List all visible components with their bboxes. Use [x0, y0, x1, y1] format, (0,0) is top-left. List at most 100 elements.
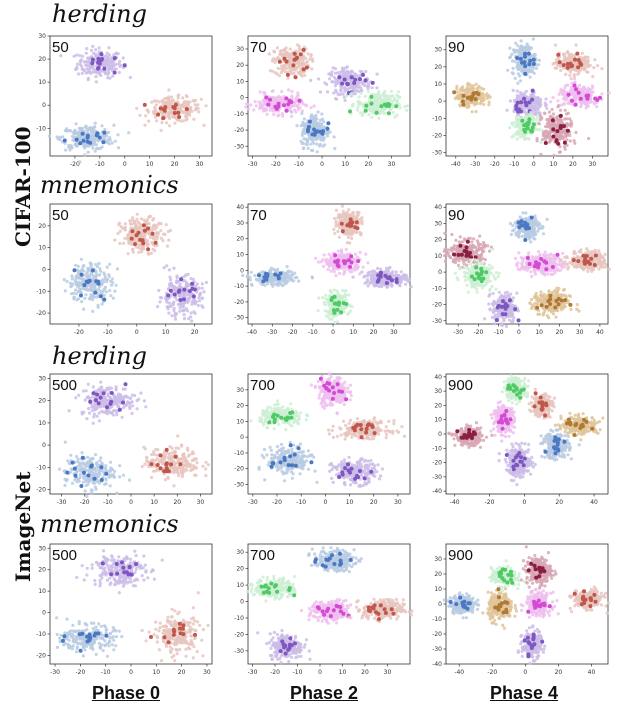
- scatter-point-green-light: [360, 113, 364, 117]
- scatter-point-blue-light: [516, 44, 520, 48]
- scatter-point-blue-light: [63, 141, 67, 145]
- y-tick-label: -30: [432, 150, 442, 157]
- scatter-point-purple-light: [317, 77, 321, 81]
- scatter-point-blue-light: [87, 144, 91, 148]
- scatter-point-red: [576, 58, 581, 63]
- scatter-point-green-light: [350, 91, 354, 95]
- scatter-point-maroon-light: [563, 145, 567, 149]
- x-tick-label: 0: [331, 329, 335, 336]
- scatter-point-red: [184, 107, 189, 112]
- scatter-point-magenta-light: [253, 100, 257, 104]
- scatter-point-red-light: [152, 99, 156, 103]
- scatter-point-blue-light: [306, 146, 310, 150]
- scatter-point-red-light: [140, 217, 144, 221]
- method-label-herding-imagenet: herding: [52, 342, 147, 370]
- scatter-point-blue-light: [100, 145, 104, 149]
- scatter-point-green-light: [378, 97, 382, 102]
- scatter-point-red-light: [559, 68, 563, 73]
- scatter-point-green-light: [534, 118, 538, 122]
- scatter-point-brown-light: [485, 94, 489, 98]
- scatter-point-purple-light: [75, 67, 79, 71]
- scatter-point-purple: [182, 287, 187, 292]
- scatter-point-purple-light: [178, 309, 182, 313]
- scatter-point-red-light: [564, 72, 568, 76]
- scatter-point-red-light: [185, 114, 189, 118]
- scatter-point-red-light: [192, 99, 196, 103]
- y-tick-label: 0: [240, 95, 244, 102]
- scatter-point-magenta-light: [579, 105, 583, 109]
- method-label-herding-cifar: herding: [52, 0, 147, 28]
- scatter-point-red: [277, 59, 282, 64]
- scatter-point-maroon: [543, 141, 548, 145]
- scatter-point-purple-light: [331, 80, 335, 84]
- scatter-point-green-light: [388, 107, 392, 111]
- x-tick-label: 10: [349, 329, 357, 336]
- scatter-point-magenta-light: [295, 104, 299, 108]
- scatter-point-brown: [461, 102, 466, 107]
- scatter-point-red-light: [159, 229, 163, 233]
- scatter-point-magenta-light: [585, 102, 589, 106]
- scatter-point-red-light: [161, 112, 165, 116]
- scatter-point-purple-light: [112, 53, 116, 57]
- scatter-point-purple: [96, 66, 100, 71]
- scatter-point-blue-light: [322, 136, 326, 140]
- scatter-point-brown: [471, 92, 476, 97]
- scatter-point-brown-light: [466, 87, 470, 91]
- scatter-point-magenta-light: [574, 98, 578, 102]
- scatter-point-red-light: [360, 219, 364, 223]
- scatter-point-purple-light: [173, 287, 178, 291]
- scatter-point-red-light: [295, 65, 299, 69]
- scatter-point-magenta-light: [568, 88, 573, 92]
- scatter-point-purple-light: [335, 81, 339, 85]
- scatter-point-red-light: [360, 222, 364, 226]
- scatter-point-blue-light: [532, 71, 536, 75]
- scatter-point-red: [282, 56, 287, 61]
- scatter-point-red-light: [138, 113, 142, 117]
- scatter-point-magenta-light: [595, 104, 599, 109]
- scatter-point-green-light: [377, 116, 381, 120]
- scatter-point-purple-light: [323, 81, 327, 85]
- y-tick-label: -30: [234, 315, 244, 322]
- scatter-point-red-light: [579, 66, 583, 70]
- scatter-point-purple-light: [544, 97, 548, 101]
- scatter-point-purple-light: [508, 99, 512, 103]
- scatter-point-red-light: [360, 216, 364, 220]
- scatter-point-purple-light: [173, 317, 178, 321]
- scatter-point-blue-light: [58, 135, 62, 139]
- scatter-point-red-light: [288, 47, 292, 51]
- scatter-point-maroon-light: [548, 126, 552, 130]
- scatter-point-green-light: [361, 103, 365, 107]
- scatter-point-purple-light: [172, 308, 176, 312]
- scatter-point-red: [129, 236, 134, 241]
- scatter-point-red-light: [336, 229, 340, 233]
- scatter-point-magenta-light: [366, 261, 370, 265]
- y-tick-label: 10: [38, 245, 46, 252]
- scatter-point-purple-light: [103, 71, 107, 75]
- scatter-point-red: [294, 56, 299, 61]
- scatter-point-blue-light: [83, 296, 87, 300]
- scatter-point-green-light: [508, 126, 512, 130]
- scatter-point-red-light: [117, 223, 121, 227]
- scatter-point-green: [379, 104, 384, 109]
- scatter-point-purple-light: [177, 284, 182, 288]
- scatter-point-brown-light: [482, 102, 486, 107]
- scatter-point-magenta-light: [561, 92, 565, 96]
- scatter-point-blue-light: [322, 120, 326, 124]
- scatter-point-red-light: [142, 218, 146, 222]
- scatter-point-purple-light: [345, 65, 349, 69]
- scatter-point-magenta: [598, 95, 602, 100]
- scatter-point-green-light: [514, 117, 519, 121]
- scatter-point-blue-light: [510, 71, 514, 75]
- scatter-point-purple: [363, 78, 368, 83]
- scatter-point-brown-light: [459, 93, 463, 97]
- scatter-point-red-light: [123, 222, 127, 226]
- scatter-point-blue: [82, 283, 87, 287]
- scatter-point-maroon-light: [535, 137, 539, 141]
- scatter-point-purple-light: [118, 64, 122, 69]
- scatter-point-blue: [93, 290, 98, 295]
- scatter-point-purple: [190, 281, 195, 286]
- scatter-point-maroon-light: [562, 129, 566, 133]
- scatter-point-purple: [514, 103, 519, 108]
- scatter-point-brown-light: [482, 94, 486, 98]
- scatter-point-green: [387, 102, 392, 107]
